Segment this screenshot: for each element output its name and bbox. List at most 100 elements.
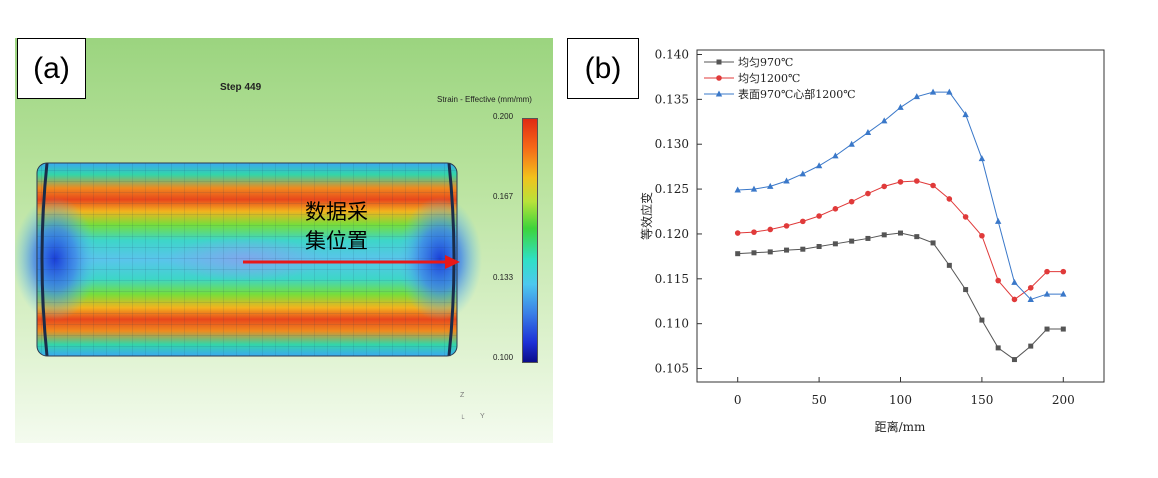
legend-marker [716,59,722,65]
data-point [1060,326,1066,332]
data-point [1011,296,1018,303]
x-axis-label: 距离/mm [875,419,926,434]
legend-title: Strain - Effective (mm/mm) [437,95,532,104]
annotation-line-2: 集位置 [305,229,368,253]
y-tick-label: 0.125 [655,182,689,196]
x-tick-label: 50 [811,393,826,407]
y-tick-label: 0.110 [655,317,689,331]
y-tick-label: 0.130 [655,137,689,151]
data-point [1060,290,1067,297]
triad-z-label: Z [460,392,465,399]
x-tick-label: 0 [734,393,742,407]
data-point [848,198,855,205]
panel-b-label: (b) [567,38,639,99]
data-point [898,230,903,236]
data-point [962,214,969,220]
data-point [1027,295,1034,302]
data-point [865,190,871,197]
data-point [1027,284,1034,291]
data-point [930,240,936,246]
data-point [930,182,936,189]
data-point [815,162,823,169]
data-point [767,182,774,189]
data-point [994,217,1002,224]
data-point [995,345,1001,351]
simulation-billet: └ [15,162,482,423]
y-tick-label: 0.105 [655,362,689,376]
svg-text:└: └ [460,414,465,423]
data-point [848,140,855,147]
colorbar-tick: 0.167 [493,192,514,201]
triad-y-label: Y [480,413,485,420]
data-point [783,177,790,184]
data-point [1044,326,1050,332]
data-point [1060,268,1067,275]
y-tick-label: 0.140 [655,47,689,61]
legend-entry: 均匀1200℃ [738,72,800,85]
data-point [832,241,838,247]
data-point [881,183,888,190]
y-tick-label: 0.115 [655,272,689,286]
data-point [1011,357,1017,363]
chart-legend: 均匀970℃ 均匀1200℃ 表面970℃心部1200℃ [704,56,856,101]
legend-entry: 均匀970℃ [738,56,793,69]
data-point [1043,290,1051,297]
data-point [995,277,1001,284]
data-point [881,117,888,124]
data-point [832,206,839,212]
data-point [979,317,985,323]
data-point [750,185,758,192]
colorbar-tick: 0.100 [493,353,514,362]
data-point [914,234,920,240]
data-point [735,251,741,257]
x-tick-label: 200 [1052,393,1075,407]
data-point [767,249,773,255]
data-point [800,218,806,225]
strain-colorbar [522,118,538,363]
data-point [1011,278,1018,285]
data-point [800,246,806,252]
data-collection-annotation: 数据采 集位置 [305,198,368,256]
x-tick-label: 100 [889,393,912,407]
series-line [737,91,1064,301]
data-point [913,93,920,100]
data-point [962,111,969,118]
data-point [1044,268,1050,275]
data-point [734,230,741,236]
y-axis-label: 等效应变 [639,192,654,240]
legend-entry: 表面970℃心部1200℃ [738,87,856,101]
data-point [849,238,855,244]
x-tick-label: 150 [970,393,993,407]
data-point [816,213,822,219]
data-point [865,235,871,241]
colorbar-tick: 0.200 [493,112,514,121]
data-point [734,186,741,193]
data-point [784,247,790,253]
data-point [897,103,904,110]
data-point [946,262,952,268]
data-point [1028,343,1034,349]
data-point [881,232,887,238]
annotation-line-1: 数据采 [305,200,368,224]
data-point [963,287,969,293]
data-point [799,170,807,177]
data-point [864,129,872,136]
data-point [751,229,757,235]
data-point [897,179,904,185]
data-point [913,178,920,184]
data-point [832,152,839,159]
data-point [816,244,822,250]
y-tick-label: 0.120 [655,227,689,241]
data-point [979,232,985,239]
data-point [751,250,757,256]
panel-a-label: (a) [17,38,86,99]
legend-marker [715,90,723,97]
data-point [946,196,953,202]
data-point [783,223,790,229]
colorbar-tick: 0.133 [493,273,514,282]
data-point [767,226,774,233]
data-point [978,155,986,162]
data-point [929,88,937,95]
y-tick-label: 0.135 [655,92,689,106]
